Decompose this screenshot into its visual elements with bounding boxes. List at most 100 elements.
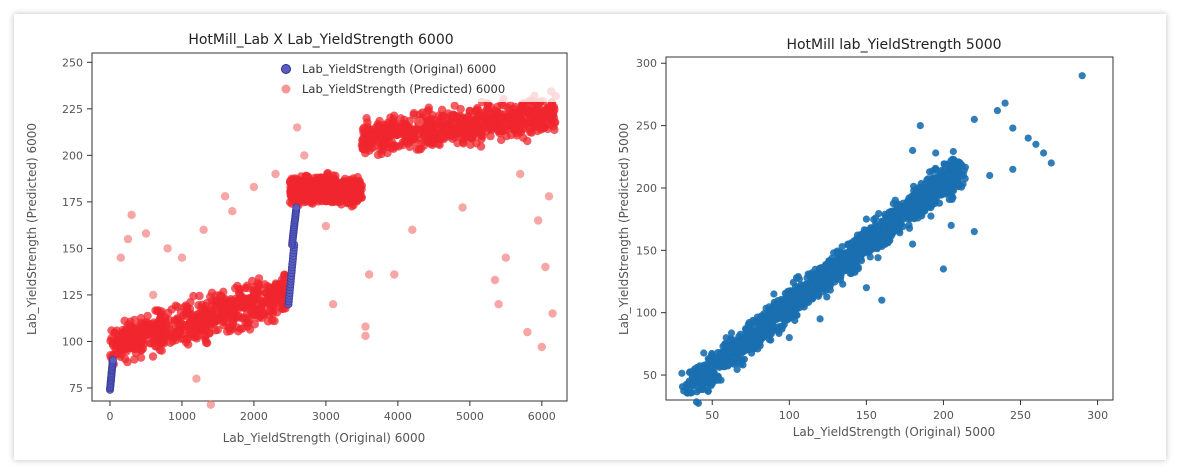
x-tick-label: 5000: [456, 410, 484, 423]
predicted-point: [121, 331, 131, 340]
predicted-point: [248, 276, 257, 286]
predicted-point: [339, 178, 348, 187]
predicted-point: [551, 118, 560, 127]
data-point: [833, 249, 841, 257]
predicted-point: [207, 318, 217, 327]
predicted-point: [367, 131, 376, 140]
data-point: [818, 274, 826, 282]
predicted-point: [241, 302, 250, 311]
predicted-point: [256, 303, 265, 312]
data-point: [890, 216, 898, 225]
predicted-point: [318, 175, 327, 185]
outlier-point: [785, 334, 793, 342]
data-point: [941, 161, 949, 169]
data-point: [866, 247, 874, 255]
predicted-point: [339, 188, 348, 197]
data-point: [927, 212, 935, 220]
predicted-point: [299, 186, 308, 196]
original-point: [108, 356, 117, 365]
predicted-point: [512, 131, 522, 140]
predicted-point: [232, 323, 242, 332]
predicted-point: [503, 103, 512, 112]
x-tick-label: 6000: [528, 410, 556, 423]
outlier-point: [1032, 140, 1040, 148]
predicted-point: [362, 114, 371, 123]
data-point: [765, 303, 773, 311]
predicted-point: [359, 123, 369, 132]
predicted-point: [329, 186, 339, 196]
data-point: [760, 317, 768, 325]
y-tick-label: 175: [62, 196, 83, 209]
predicted-point: [465, 127, 474, 136]
predicted-outlier-point: [501, 253, 510, 262]
predicted-point: [508, 109, 517, 118]
predicted-outlier-point: [361, 331, 370, 341]
predicted-point: [183, 303, 192, 312]
data-point: [721, 357, 729, 365]
predicted-point: [453, 138, 462, 148]
x-tick-label: 300: [1087, 409, 1108, 422]
figure-frame: HotMill_Lab X Lab_YieldStrength 6000 0 10…: [14, 14, 1166, 460]
predicted-outlier-point: [116, 253, 126, 262]
data-point: [926, 168, 934, 176]
predicted-point: [322, 189, 331, 198]
predicted-point: [386, 113, 395, 122]
data-point: [751, 337, 760, 345]
predicted-outlier-point: [192, 374, 201, 383]
data-point: [814, 291, 822, 299]
predicted-point: [160, 332, 170, 341]
predicted-point: [246, 296, 255, 305]
predicted-point: [231, 284, 240, 293]
predicted-point: [400, 130, 410, 139]
predicted-point: [380, 140, 390, 149]
predicted-outlier-point: [541, 262, 550, 272]
predicted-point: [268, 299, 278, 308]
y-tick-label: 125: [62, 289, 83, 302]
predicted-point: [148, 352, 158, 361]
outlier-point: [816, 315, 824, 323]
predicted-point: [245, 325, 255, 334]
data-point: [727, 329, 736, 337]
predicted-outlier-point: [537, 342, 546, 352]
chart-hotmill-6000: HotMill_Lab X Lab_YieldStrength 6000 0 10…: [25, 32, 568, 445]
chart1-title: HotMill_Lab X Lab_YieldStrength 6000: [188, 32, 453, 48]
data-point: [954, 181, 962, 189]
predicted-point: [119, 338, 128, 347]
outlier-point: [986, 171, 994, 180]
data-point: [832, 268, 840, 276]
predicted-point: [120, 316, 129, 325]
x-tick-label: 4000: [384, 410, 412, 423]
x-tick-label: 1000: [168, 410, 196, 423]
predicted-outlier-point: [458, 203, 467, 212]
outlier-point: [793, 311, 801, 319]
outlier-point: [909, 240, 917, 248]
data-point: [708, 351, 716, 359]
predicted-point: [469, 117, 478, 127]
data-point: [903, 204, 911, 212]
predicted-outlier-point: [364, 270, 374, 279]
predicted-point: [442, 127, 452, 136]
predicted-outlier-point: [516, 169, 525, 179]
data-point: [714, 376, 722, 384]
predicted-outlier-point: [321, 221, 331, 231]
predicted-point: [186, 329, 195, 339]
predicted-point: [510, 102, 520, 112]
chart1-legend-marker-original: [281, 64, 291, 74]
y-tick-label: 50: [643, 369, 657, 382]
data-point: [918, 190, 926, 198]
data-point: [950, 165, 958, 173]
data-point: [729, 354, 737, 362]
chart2-y-axis-label: Lab_YieldStrength (Predicted) 5000: [617, 123, 631, 335]
chart1-legend-marker-predicted: [281, 84, 291, 94]
data-point: [779, 323, 787, 331]
data-point: [700, 349, 708, 357]
chart1-legend-label-predicted: Lab_YieldStrength (Predicted) 6000: [302, 82, 505, 96]
data-point: [919, 195, 927, 203]
predicted-point: [485, 122, 494, 131]
data-point: [838, 268, 846, 276]
predicted-outlier-point: [220, 192, 230, 201]
y-tick-label: 250: [636, 120, 657, 133]
data-point: [733, 365, 741, 373]
data-point: [944, 171, 952, 179]
predicted-point: [375, 126, 384, 135]
